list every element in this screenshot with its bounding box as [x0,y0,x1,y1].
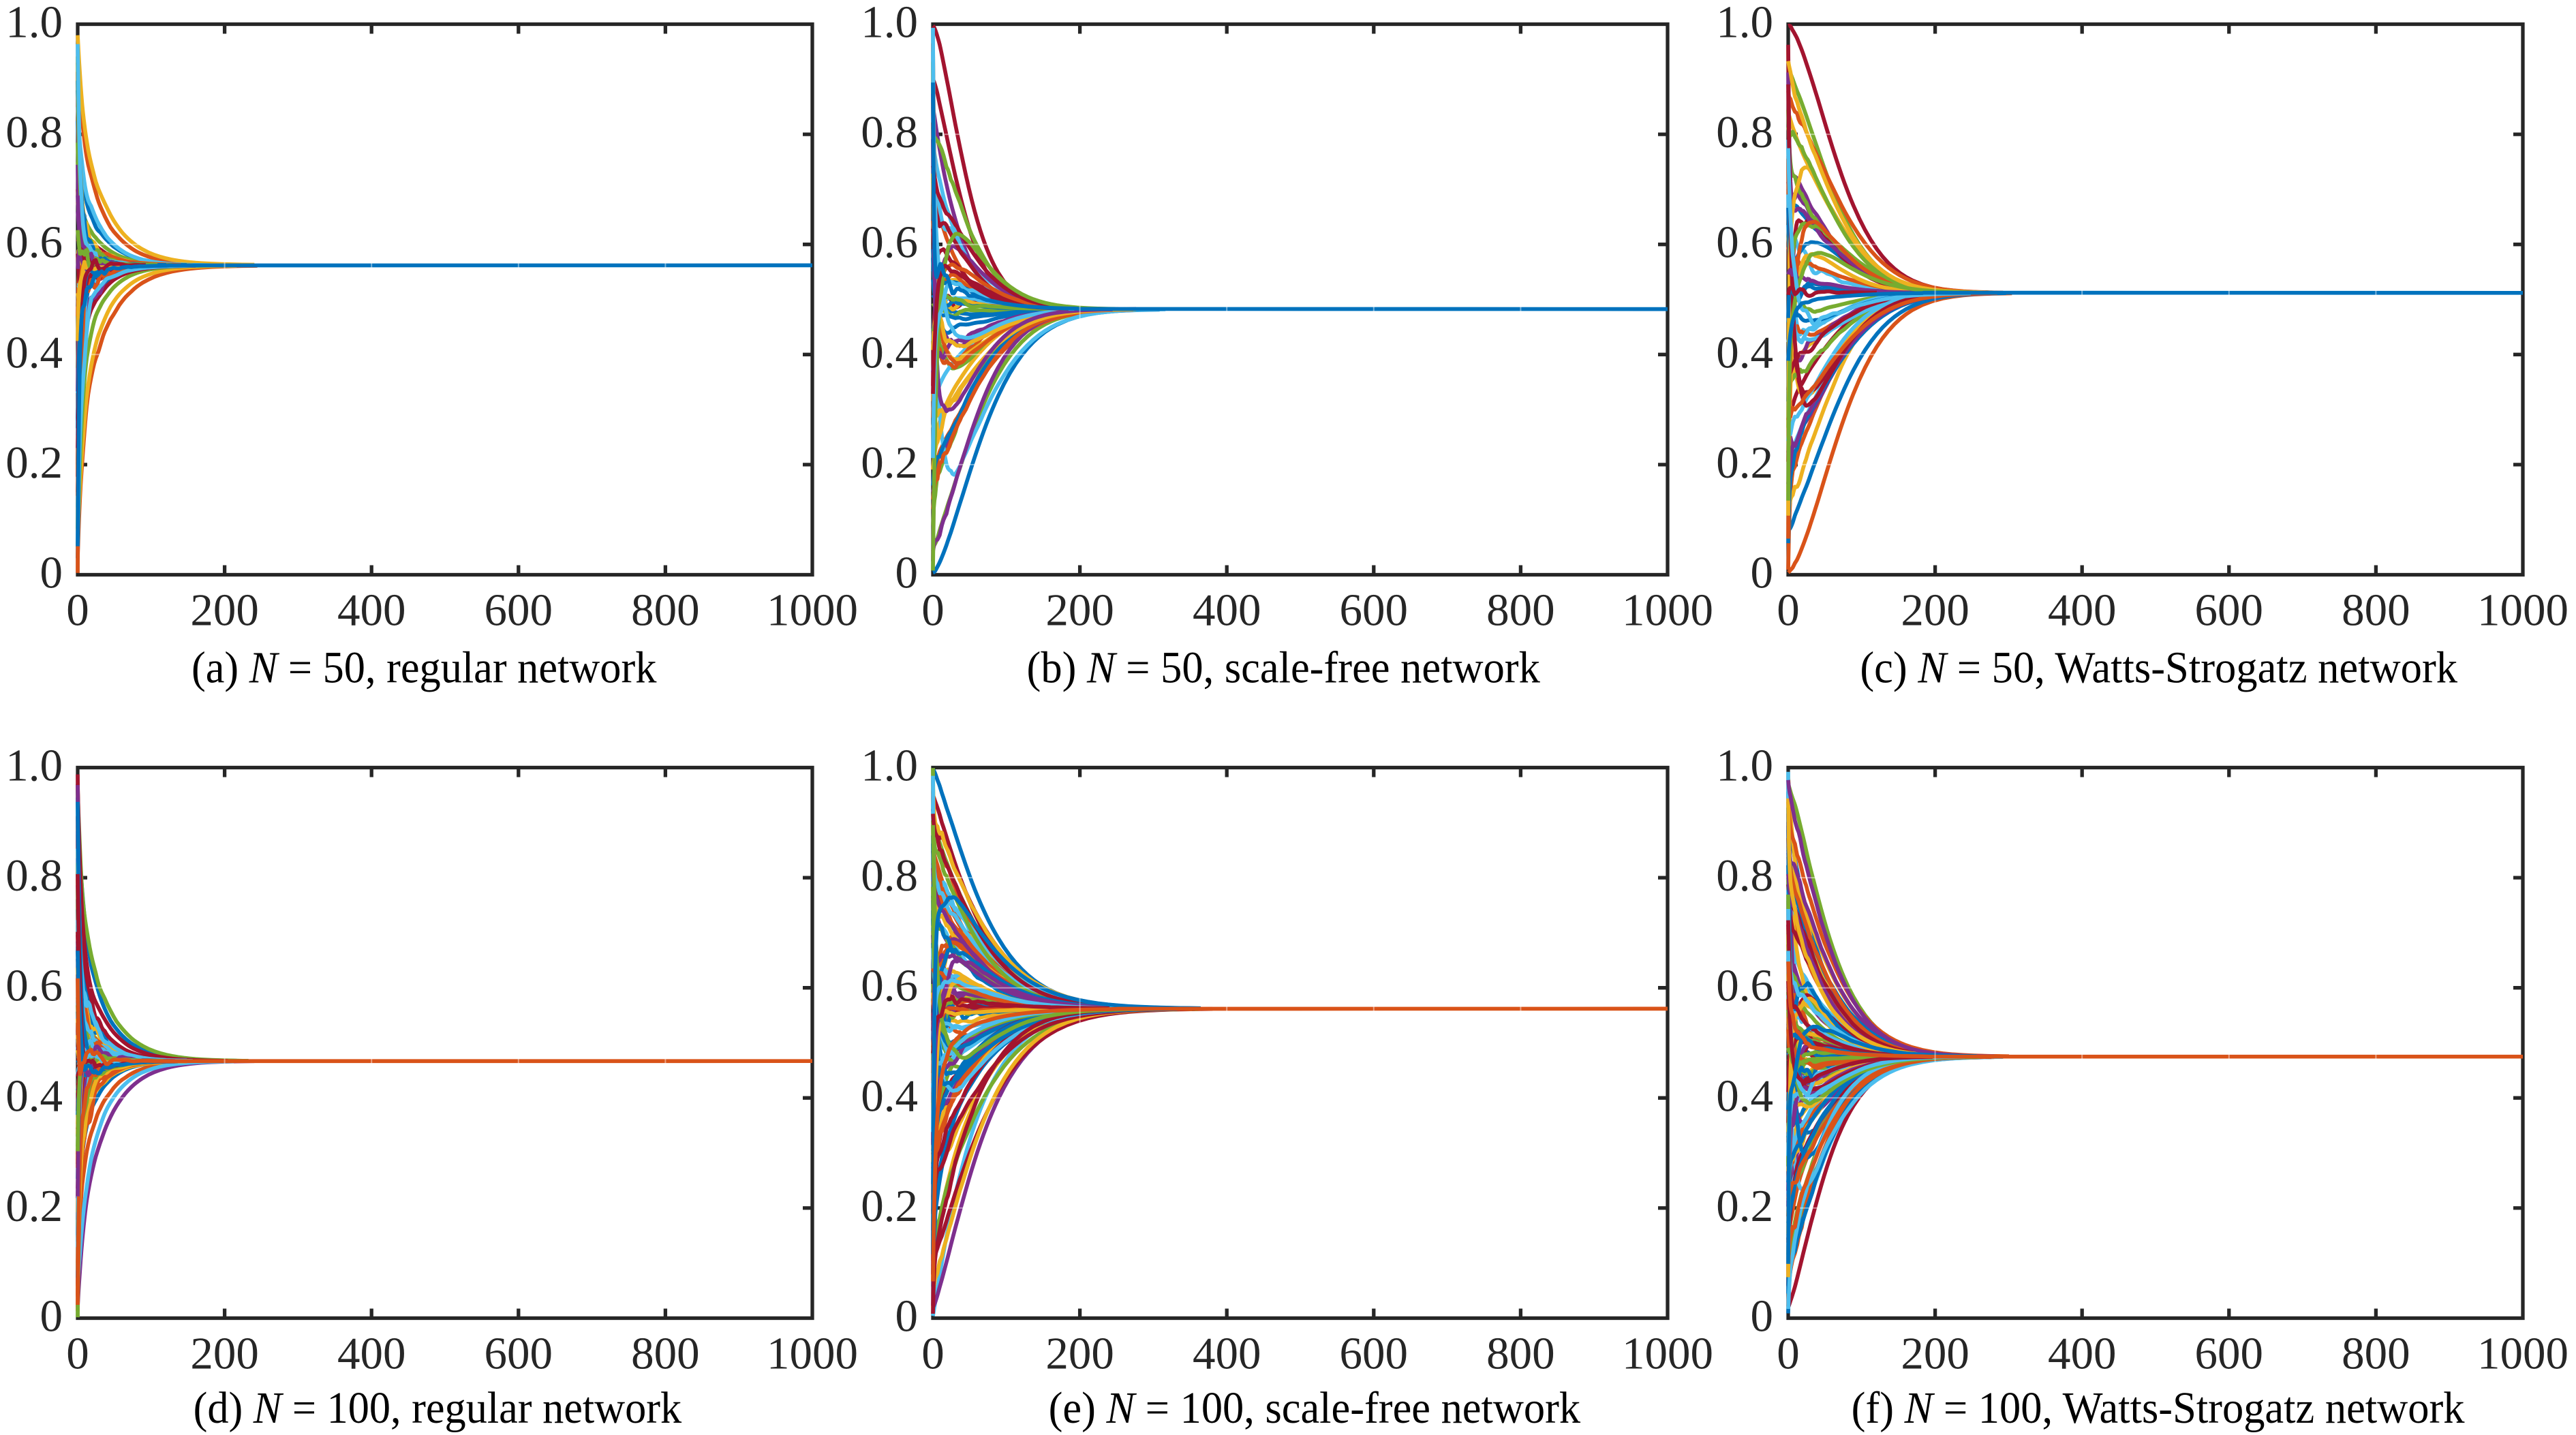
svg-text:0.8: 0.8 [1716,107,1773,157]
svg-text:0.2: 0.2 [5,1181,63,1231]
svg-text:0.6: 0.6 [5,961,63,1011]
svg-text:0: 0 [66,585,89,636]
svg-text:1000: 1000 [767,1329,858,1379]
svg-text:1000: 1000 [2477,585,2569,636]
svg-text:400: 400 [1193,585,1261,636]
svg-text:(c) N = 50, Watts-Strogatz net: (c) N = 50, Watts-Strogatz network [1860,643,2457,693]
svg-text:1000: 1000 [1622,1329,1713,1379]
svg-text:(e) N = 100, scale-free networ: (e) N = 100, scale-free network [1049,1383,1581,1433]
svg-text:0.6: 0.6 [1716,217,1773,268]
svg-text:0.4: 0.4 [5,327,63,377]
svg-text:600: 600 [2195,1329,2264,1379]
svg-text:(a) N = 50, regular network: (a) N = 50, regular network [191,643,656,693]
svg-text:0.2: 0.2 [1716,1181,1773,1231]
svg-text:0.6: 0.6 [861,217,918,268]
svg-text:1.0: 1.0 [5,0,63,48]
svg-text:800: 800 [2342,585,2410,636]
svg-text:1000: 1000 [1622,585,1713,636]
svg-text:0.6: 0.6 [861,961,918,1011]
svg-text:800: 800 [631,1329,700,1379]
svg-text:0.4: 0.4 [1716,1070,1773,1121]
svg-text:0: 0 [40,1291,63,1342]
svg-text:400: 400 [337,585,406,636]
svg-text:200: 200 [1045,585,1114,636]
svg-text:0: 0 [895,548,919,598]
svg-text:600: 600 [1340,1329,1409,1379]
svg-text:200: 200 [190,585,259,636]
svg-text:200: 200 [190,1329,259,1379]
svg-text:800: 800 [1486,1329,1555,1379]
svg-text:0.8: 0.8 [861,107,918,157]
svg-text:200: 200 [1901,585,1969,636]
svg-text:600: 600 [485,585,553,636]
svg-text:200: 200 [1045,1329,1114,1379]
svg-text:0.4: 0.4 [5,1070,63,1121]
svg-text:(f) N = 100, Watts-Strogatz ne: (f) N = 100, Watts-Strogatz network [1852,1383,2465,1433]
svg-text:0: 0 [66,1329,89,1379]
svg-text:0.4: 0.4 [861,1070,918,1121]
svg-text:0.6: 0.6 [5,217,63,268]
svg-text:0.4: 0.4 [861,327,918,377]
svg-text:1.0: 1.0 [1716,0,1773,48]
svg-text:1.0: 1.0 [861,741,918,791]
svg-text:0.8: 0.8 [5,850,63,901]
svg-text:0: 0 [895,1291,919,1342]
svg-text:600: 600 [1340,585,1409,636]
svg-text:0: 0 [1777,585,1800,636]
svg-text:0.8: 0.8 [861,850,918,901]
svg-text:0: 0 [921,585,945,636]
svg-text:1.0: 1.0 [1716,741,1773,791]
svg-text:0: 0 [1751,548,1774,598]
svg-text:400: 400 [1193,1329,1261,1379]
svg-text:600: 600 [485,1329,553,1379]
svg-text:0.2: 0.2 [861,437,918,488]
svg-text:(d) N = 100, regular network: (d) N = 100, regular network [194,1383,682,1433]
svg-text:200: 200 [1901,1329,1969,1379]
svg-text:(b) N = 50, scale-free network: (b) N = 50, scale-free network [1027,643,1540,693]
svg-text:0.6: 0.6 [1716,961,1773,1011]
svg-text:0: 0 [40,548,63,598]
svg-text:1000: 1000 [2477,1329,2569,1379]
svg-text:0.2: 0.2 [1716,437,1773,488]
svg-text:800: 800 [631,585,700,636]
svg-text:0.4: 0.4 [1716,327,1773,377]
svg-text:0: 0 [1777,1329,1800,1379]
svg-text:0.8: 0.8 [1716,850,1773,901]
svg-text:0.2: 0.2 [861,1181,918,1231]
svg-text:1000: 1000 [767,585,858,636]
svg-text:800: 800 [2342,1329,2410,1379]
svg-text:600: 600 [2195,585,2264,636]
svg-text:0: 0 [921,1329,945,1379]
svg-text:400: 400 [337,1329,406,1379]
svg-text:0.2: 0.2 [5,437,63,488]
svg-text:400: 400 [2048,1329,2117,1379]
svg-text:1.0: 1.0 [5,741,63,791]
svg-text:400: 400 [2048,585,2117,636]
svg-text:800: 800 [1486,585,1555,636]
svg-text:0.8: 0.8 [5,107,63,157]
svg-text:1.0: 1.0 [861,0,918,48]
svg-text:0: 0 [1751,1291,1774,1342]
